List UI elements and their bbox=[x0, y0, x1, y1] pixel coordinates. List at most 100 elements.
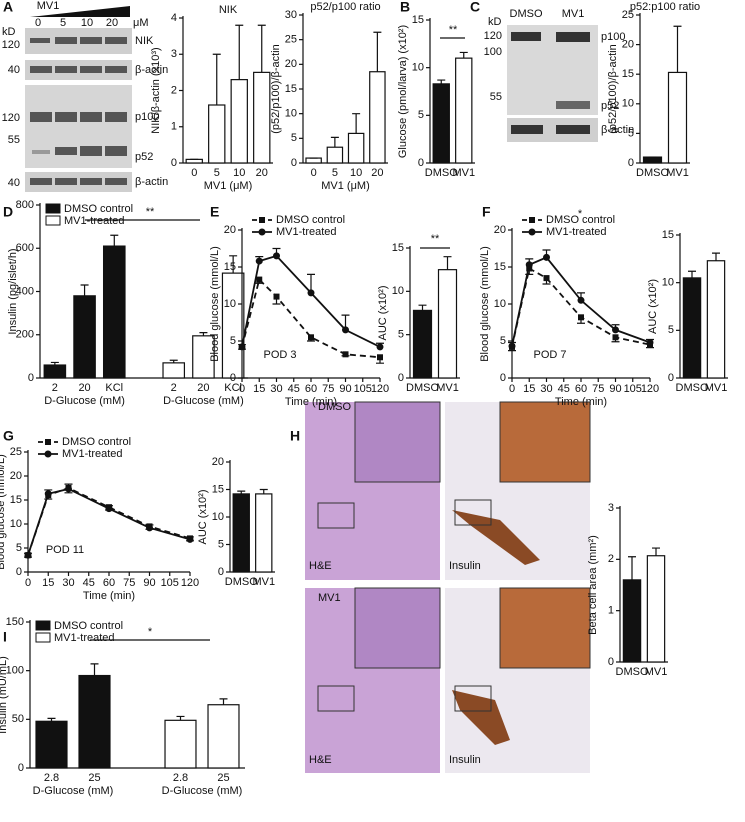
bar bbox=[347, 132, 365, 164]
y-tick-label: 100 bbox=[6, 665, 24, 677]
x-tick-label: 20 bbox=[256, 167, 268, 179]
x-tick-label: 60 bbox=[103, 577, 115, 589]
lane-label: MV1 bbox=[562, 8, 585, 20]
x-tick-label: 120 bbox=[641, 383, 659, 395]
bar bbox=[207, 704, 240, 769]
y-tick-label: 5 bbox=[230, 335, 236, 347]
y-tick-label: 3 bbox=[608, 502, 614, 514]
y-tick-label: 30 bbox=[285, 9, 297, 21]
y-tick-label: 0 bbox=[418, 157, 424, 169]
series-line bbox=[241, 254, 381, 348]
y-tick-label: 0 bbox=[291, 157, 297, 169]
y-tick-label: 0 bbox=[668, 372, 674, 384]
lane-label: DMSO bbox=[510, 8, 543, 20]
annotation: * bbox=[578, 208, 583, 220]
y-axis-label: Beta cell area (mm²) bbox=[587, 535, 599, 635]
y-tick-label: 20 bbox=[494, 224, 506, 236]
x-axis-label: MV1 (μM) bbox=[321, 180, 370, 192]
bar bbox=[255, 493, 273, 573]
point bbox=[646, 338, 654, 346]
stain-label: H&E bbox=[309, 754, 332, 766]
panel-label: I bbox=[3, 629, 7, 645]
y-tick-label: 5 bbox=[418, 109, 424, 121]
bar bbox=[208, 104, 226, 164]
x-axis-label: D-Glucose (mM) bbox=[33, 785, 114, 797]
error-bar bbox=[199, 331, 208, 336]
point bbox=[24, 551, 32, 559]
x-axis-label: D-Glucose (mM) bbox=[163, 395, 244, 407]
blot-a bbox=[25, 6, 132, 192]
error-bar bbox=[418, 304, 427, 311]
marker-label: 55 bbox=[8, 134, 20, 146]
bar bbox=[642, 156, 663, 164]
legend-label: MV1-treated bbox=[54, 632, 115, 644]
error-bar bbox=[219, 698, 228, 705]
bar bbox=[667, 71, 688, 164]
histology-h bbox=[305, 401, 591, 773]
legend-label: MV1-treated bbox=[62, 448, 123, 460]
y-tick-label: 15 bbox=[224, 261, 236, 273]
y-tick-label: 0 bbox=[628, 157, 634, 169]
dose-label: 0 bbox=[35, 17, 41, 29]
band-label: β-actin bbox=[135, 176, 168, 188]
y-tick-label: 15 bbox=[10, 494, 22, 506]
y-tick-label: 5 bbox=[668, 324, 674, 336]
point bbox=[273, 252, 280, 260]
legend-label: MV1-treated bbox=[64, 215, 125, 227]
marker-label: 40 bbox=[8, 177, 20, 189]
bar bbox=[43, 364, 67, 379]
bar bbox=[622, 579, 642, 663]
y-tick-label: 3 bbox=[171, 48, 177, 60]
annotation: ** bbox=[146, 206, 155, 218]
y-tick-label: 5 bbox=[16, 542, 22, 554]
x-axis-label: D-Glucose (mM) bbox=[162, 785, 243, 797]
panel-label: B bbox=[400, 0, 410, 15]
x-tick-label: 2 bbox=[52, 382, 58, 394]
bar bbox=[646, 555, 666, 663]
group-label: DMSO bbox=[318, 401, 351, 413]
y-tick-label: 4 bbox=[171, 12, 177, 24]
error-bar bbox=[352, 113, 361, 134]
y-axis-label: Blood glucose (mmol/L) bbox=[209, 246, 221, 362]
y-axis-label: Blood glucose (mmol/L) bbox=[0, 454, 7, 570]
x-tick-label: 5 bbox=[332, 167, 338, 179]
x-tick-label: 10 bbox=[233, 167, 245, 179]
bar bbox=[455, 57, 473, 164]
x-tick-label: DMSO bbox=[616, 666, 649, 678]
bar bbox=[253, 71, 271, 164]
error-bar bbox=[235, 24, 244, 80]
y-tick-label: 0 bbox=[230, 372, 236, 384]
error-bar bbox=[712, 252, 720, 261]
y-axis-label: NIK/β-actin (x10³) bbox=[150, 47, 162, 133]
y-tick-label: 20 bbox=[224, 224, 236, 236]
inset bbox=[499, 587, 591, 669]
dose-wedge bbox=[30, 6, 130, 17]
y-tick-label: 10 bbox=[10, 518, 22, 530]
x-tick-label: 15 bbox=[42, 577, 54, 589]
point bbox=[146, 524, 153, 532]
x-tick-label: 90 bbox=[609, 383, 621, 395]
annotation: ** bbox=[431, 233, 440, 245]
inset bbox=[354, 401, 441, 483]
x-tick-label: 90 bbox=[143, 577, 155, 589]
x-tick-label: 30 bbox=[540, 383, 552, 395]
y-tick-label: 1 bbox=[171, 121, 177, 133]
y-tick-label: 0 bbox=[18, 762, 24, 774]
x-axis-label: MV1 (μM) bbox=[204, 180, 253, 192]
legend-swatch bbox=[45, 215, 61, 226]
y-tick-label: 5 bbox=[500, 335, 506, 347]
x-tick-label: 0 bbox=[509, 383, 515, 395]
y-tick-label: 20 bbox=[10, 470, 22, 482]
y-tick-label: 600 bbox=[16, 242, 34, 254]
x-tick-label: DMSO bbox=[225, 576, 258, 588]
stain-label: Insulin bbox=[449, 560, 481, 572]
annotation: * bbox=[148, 626, 153, 638]
y-axis-label: AUC (x10²) bbox=[197, 489, 209, 544]
legend-marker bbox=[45, 439, 51, 445]
bar bbox=[305, 157, 322, 164]
inset-box bbox=[317, 685, 355, 712]
y-tick-label: 25 bbox=[622, 9, 634, 21]
x-tick-label: 105 bbox=[161, 577, 179, 589]
x-tick-label: 10 bbox=[350, 167, 362, 179]
y-tick-label: 0 bbox=[218, 566, 224, 578]
